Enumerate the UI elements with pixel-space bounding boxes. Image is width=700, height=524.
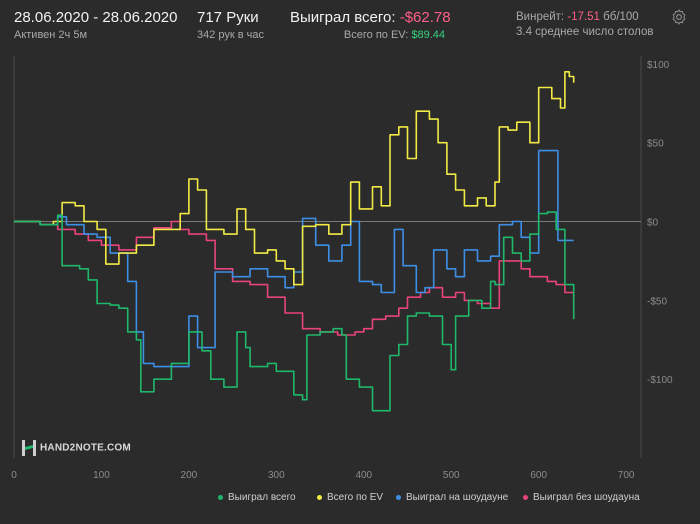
x-tick-label: 0 [11, 470, 17, 481]
won-total-value: -$62.78 [399, 9, 451, 26]
winrate-unit: бб/100 [603, 11, 639, 23]
legend-item-nonshowdown[interactable]: Выиграл без шоудауна [523, 492, 640, 503]
logo-text: HAND2NOTE.COM [40, 442, 131, 454]
hands-count: 717 Руки [197, 9, 259, 26]
chart-legend: Выиграл всего Всего по EV Выиграл на шоу… [0, 492, 700, 506]
legend-dot-ev [317, 494, 322, 500]
hands-block: 717 Руки 342 рук в час [197, 9, 264, 41]
legend-item-ev[interactable]: Всего по EV [317, 492, 383, 503]
date-range: 28.06.2020 - 28.06.2020 [14, 9, 178, 26]
y-tick-label: -$50 [647, 296, 667, 307]
legend-item-won[interactable]: Выиграл всего [218, 492, 296, 503]
ev-total: Всего по EV: $89.44 [290, 29, 445, 41]
won-total: Выиграл всего: -$62.78 [290, 9, 451, 26]
winrate-label: Винрейт: [516, 11, 565, 23]
legend-item-showdown[interactable]: Выиграл на шоудауне [396, 492, 508, 503]
series-line-ev [14, 71, 575, 286]
y-tick-label: $50 [647, 139, 664, 150]
settings-gear-icon[interactable] [670, 8, 688, 26]
legend-label-ev: Всего по EV [327, 492, 384, 503]
series-line-showdown [14, 149, 574, 368]
winrate: Винрейт: -17.51 бб/100 [516, 11, 654, 23]
ev-label: Всего по EV: [343, 29, 409, 41]
winrate-value: -17.51 [567, 11, 600, 23]
y-tick-label: $0 [647, 218, 659, 229]
legend-dot-showdown [396, 494, 401, 500]
x-tick-label: 400 [355, 470, 372, 481]
ev-value: $89.44 [411, 29, 445, 41]
stats-header: 28.06.2020 - 28.06.2020 Активен 2ч 5м 71… [0, 0, 700, 46]
active-time: Активен 2ч 5м [14, 29, 88, 41]
hands-per-hour: 342 рук в час [197, 29, 265, 41]
y-tick-label: $100 [647, 60, 670, 71]
x-tick-label: 300 [268, 470, 285, 481]
winnings-block: Выиграл всего: -$62.78 Всего по EV: $89.… [290, 9, 451, 41]
legend-label-won: Выиграл всего [228, 492, 296, 503]
x-tick-label: 200 [181, 470, 198, 481]
x-tick-label: 100 [93, 470, 110, 481]
won-total-label: Выиграл всего: [290, 9, 396, 26]
legend-label-showdown: Выиграл на шоудауне [406, 492, 509, 503]
legend-dot-nonshowdown [523, 494, 528, 500]
winrate-block: Винрейт: -17.51 бб/100 3.4 среднее число… [516, 11, 654, 38]
avg-tables: 3.4 среднее число столов [516, 26, 654, 38]
logo-icon [22, 440, 36, 456]
profit-chart: 0 100 200 300 400 500 600 700 $100 $50 $0 -$50 -$10… [11, 56, 673, 481]
legend-label-nonshowdown: Выиграл без шоудауна [533, 492, 640, 503]
hand2note-logo: HAND2NOTE.COM [22, 440, 131, 456]
date-block: 28.06.2020 - 28.06.2020 Активен 2ч 5м [14, 9, 177, 41]
x-tick-label: 600 [530, 470, 547, 481]
y-tick-label: -$100 [647, 375, 673, 386]
legend-dot-won [218, 494, 223, 500]
series-line-won [14, 211, 575, 412]
x-tick-label: 700 [618, 470, 635, 481]
x-tick-label: 500 [443, 470, 460, 481]
